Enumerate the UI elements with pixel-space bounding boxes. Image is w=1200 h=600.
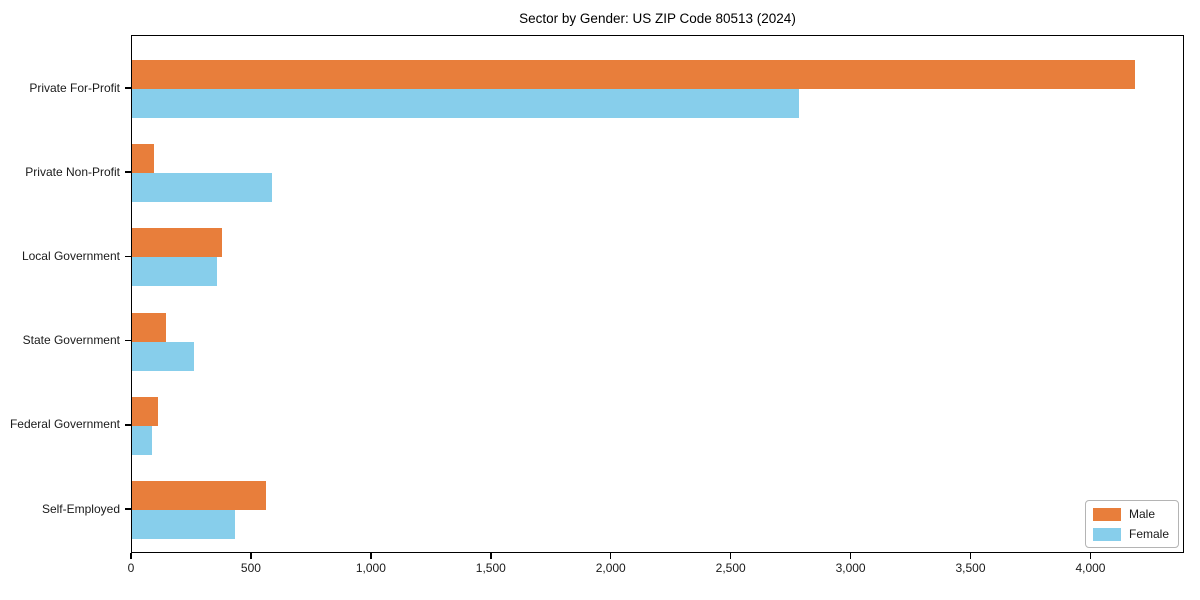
legend-entry-male: Male [1092, 507, 1169, 521]
x-tick [969, 553, 972, 559]
x-tick [490, 553, 492, 559]
x-tick-label: 4,000 [1075, 561, 1106, 575]
bar-female-4 [132, 425, 153, 455]
bar-male-5 [132, 481, 267, 510]
x-tick [849, 553, 852, 559]
y-tick [125, 339, 131, 342]
plot-area: Male Female [131, 35, 1184, 553]
y-tick-label: Private Non-Profit [25, 164, 120, 179]
y-tick [125, 424, 131, 426]
y-tick-label: Self-Employed [41, 501, 120, 516]
legend-label: Male [1128, 507, 1155, 521]
x-tick [1089, 553, 1092, 559]
bar-male-2 [132, 228, 222, 258]
y-tick-label: Federal Government [9, 417, 120, 432]
chart-title: Sector by Gender: US ZIP Code 80513 (202… [519, 11, 796, 26]
x-tick [609, 553, 612, 559]
x-tick [370, 553, 372, 559]
x-tick-label: 2,500 [715, 561, 746, 575]
y-tick [125, 171, 131, 173]
x-tick-label: 500 [240, 561, 261, 575]
x-tick [250, 553, 252, 559]
bar-female-1 [132, 173, 273, 203]
x-tick-label: 3,500 [955, 561, 986, 575]
bar-female-5 [132, 510, 236, 539]
x-tick-label: 3,000 [835, 561, 866, 575]
legend-label: Female [1128, 527, 1169, 541]
x-tick-label: 0 [127, 561, 135, 575]
y-tick [125, 508, 131, 510]
legend: Male Female [1084, 500, 1179, 548]
x-tick-label: 2,000 [595, 561, 626, 575]
bar-male-1 [132, 144, 154, 174]
y-tick [125, 255, 131, 258]
x-tick [130, 553, 132, 559]
legend-entry-female: Female [1092, 527, 1169, 541]
legend-swatch-icon [1092, 507, 1121, 521]
x-tick-label: 1,500 [475, 561, 506, 575]
x-tick [729, 553, 732, 559]
bar-female-0 [132, 89, 799, 118]
y-tick-label: State Government [22, 333, 120, 348]
bar-male-4 [132, 396, 159, 426]
bar-male-3 [132, 312, 166, 342]
bar-female-2 [132, 257, 217, 287]
bar-female-3 [132, 341, 195, 371]
y-tick-label: Local Government [21, 248, 120, 263]
x-tick-label: 1,000 [355, 561, 386, 575]
legend-swatch-icon [1092, 527, 1121, 541]
y-tick-label: Private For-Profit [29, 80, 120, 95]
bar-male-0 [132, 60, 1135, 89]
y-tick [125, 87, 131, 89]
